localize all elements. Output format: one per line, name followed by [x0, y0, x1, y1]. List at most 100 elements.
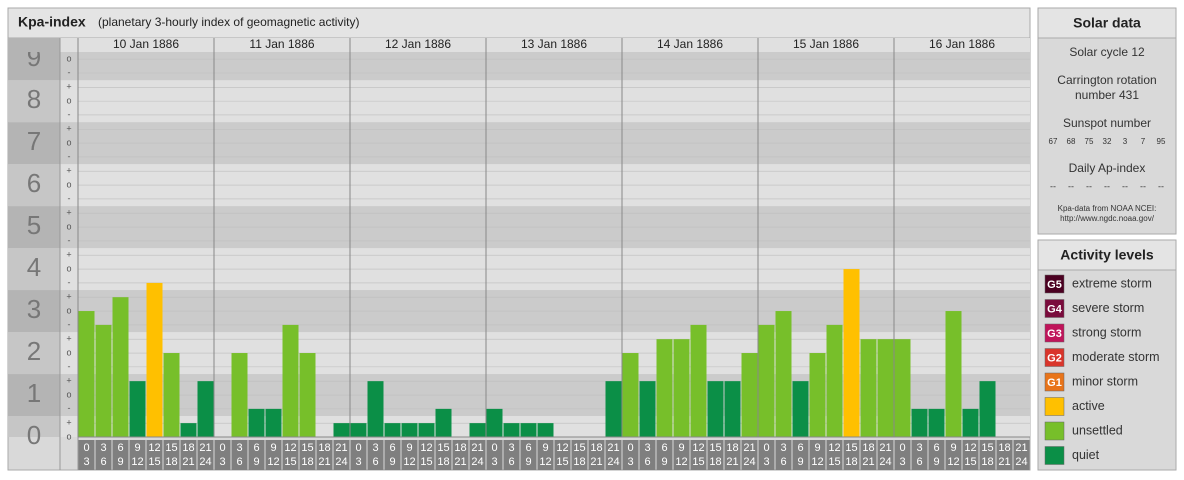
- minor-tick-label: o: [66, 221, 71, 231]
- hour-label: 21: [998, 456, 1010, 468]
- hour-box: [180, 440, 197, 470]
- hour-box: [231, 440, 248, 470]
- hour-label: 18: [709, 456, 721, 468]
- hour-label: 21: [335, 442, 347, 454]
- y-tick-label: 0: [27, 420, 41, 450]
- hour-box: [741, 440, 758, 470]
- minor-tick-label: +: [66, 82, 71, 92]
- hour-box: [435, 440, 452, 470]
- bar: [656, 339, 673, 437]
- bar: [809, 353, 826, 437]
- solar-value: --: [1122, 181, 1128, 191]
- levels-title: Activity levels: [1060, 247, 1154, 263]
- legend-badge: G3: [1047, 328, 1062, 340]
- band: [8, 416, 60, 437]
- hour-box: [554, 440, 571, 470]
- hour-label: 9: [678, 442, 684, 454]
- hour-box: [401, 440, 418, 470]
- y-tick-label: 5: [27, 210, 41, 240]
- hour-label: 18: [437, 456, 449, 468]
- hour-label: 9: [389, 456, 395, 468]
- hour-label: 18: [590, 442, 602, 454]
- hour-box: [775, 440, 792, 470]
- hour-label: 21: [318, 456, 330, 468]
- bar: [826, 324, 843, 437]
- hour-box: [979, 440, 996, 470]
- hour-label: 12: [947, 456, 959, 468]
- hour-box: [622, 440, 639, 470]
- legend-label: severe storm: [1072, 301, 1144, 315]
- day-label: 15 Jan 1886: [793, 37, 859, 51]
- bar: [877, 339, 894, 437]
- legend-badge: G2: [1047, 352, 1062, 364]
- bar: [435, 408, 452, 437]
- legend-swatch: [1044, 397, 1065, 416]
- hour-label: 15: [420, 456, 432, 468]
- legend-label: active: [1072, 399, 1105, 413]
- legend-badge: G5: [1047, 279, 1062, 291]
- solar-title: Solar data: [1073, 15, 1141, 31]
- hour-box: [605, 440, 622, 470]
- chart-subtitle: (planetary 3-hourly index of geomagnetic…: [98, 15, 359, 29]
- hour-label: 15: [301, 442, 313, 454]
- minor-tick-label: o: [66, 431, 71, 441]
- y-tick-label: 3: [27, 294, 41, 324]
- legend-label: moderate storm: [1072, 350, 1160, 364]
- bar: [605, 381, 622, 437]
- band: [8, 122, 60, 165]
- hour-label: 9: [661, 456, 667, 468]
- hour-box: [911, 440, 928, 470]
- legend-label: minor storm: [1072, 374, 1138, 388]
- hour-box: [707, 440, 724, 470]
- hour-label: 9: [134, 442, 140, 454]
- hour-box: [894, 440, 911, 470]
- minor-tick-label: -: [68, 277, 71, 287]
- band: [8, 290, 60, 333]
- hour-box: [418, 440, 435, 470]
- hour-box: [520, 440, 537, 470]
- hour-box: [214, 440, 231, 470]
- sunspot-title: Sunspot number: [1063, 116, 1151, 130]
- hour-label: 15: [148, 456, 160, 468]
- hour-label: 21: [879, 442, 891, 454]
- minor-tick-label: -: [68, 67, 71, 77]
- hour-label: 6: [933, 442, 939, 454]
- hour-box: [809, 440, 826, 470]
- day-label: 13 Jan 1886: [521, 37, 587, 51]
- hour-label: 9: [933, 456, 939, 468]
- hour-label: 12: [556, 442, 568, 454]
- hour-label: 21: [199, 442, 211, 454]
- hour-box: [384, 440, 401, 470]
- bar: [333, 423, 350, 437]
- hour-box: [860, 440, 877, 470]
- bar: [758, 324, 775, 437]
- legend-label: strong storm: [1072, 325, 1141, 339]
- hour-label: 6: [253, 442, 259, 454]
- hour-label: 24: [1015, 456, 1027, 468]
- hour-box: [486, 440, 503, 470]
- hour-label: 21: [862, 456, 874, 468]
- minor-tick-label: -: [68, 319, 71, 329]
- hour-label: 15: [692, 456, 704, 468]
- bar: [843, 269, 860, 437]
- hour-label: 6: [117, 442, 123, 454]
- levels-header: [1037, 239, 1177, 271]
- hour-box: [78, 440, 95, 470]
- bar: [707, 381, 724, 437]
- hour-label: 6: [644, 456, 650, 468]
- legend-label: quiet: [1072, 448, 1100, 462]
- hour-label: 18: [726, 442, 738, 454]
- hour-label: 0: [627, 442, 633, 454]
- hour-box: [996, 440, 1013, 470]
- legend-swatch: [1044, 348, 1065, 367]
- chart-title: Kpa-index: [18, 14, 86, 30]
- bar: [911, 408, 928, 437]
- hour-label: 12: [131, 456, 143, 468]
- hour-label: 6: [389, 442, 395, 454]
- bar: [690, 324, 707, 437]
- hour-label: 12: [284, 442, 296, 454]
- hour-box: [95, 440, 112, 470]
- hour-label: 18: [998, 442, 1010, 454]
